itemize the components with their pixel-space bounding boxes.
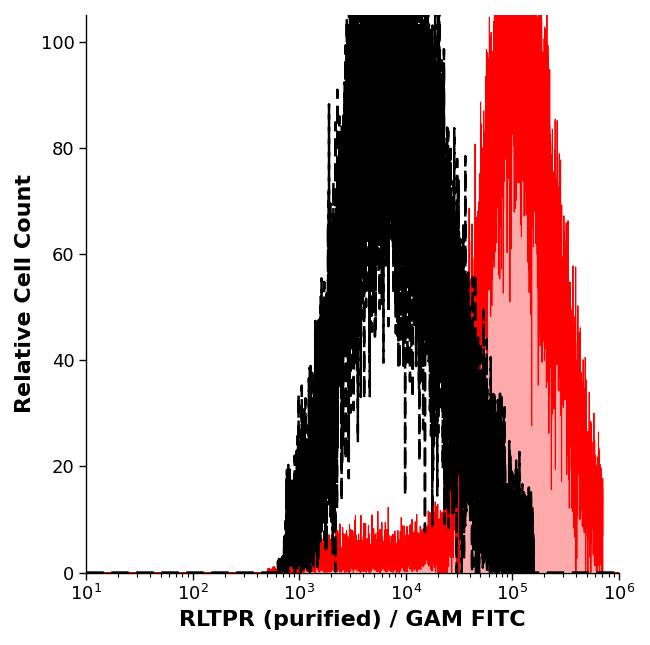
Y-axis label: Relative Cell Count: Relative Cell Count [15,174,35,413]
X-axis label: RLTPR (purified) / GAM FITC: RLTPR (purified) / GAM FITC [179,610,526,630]
